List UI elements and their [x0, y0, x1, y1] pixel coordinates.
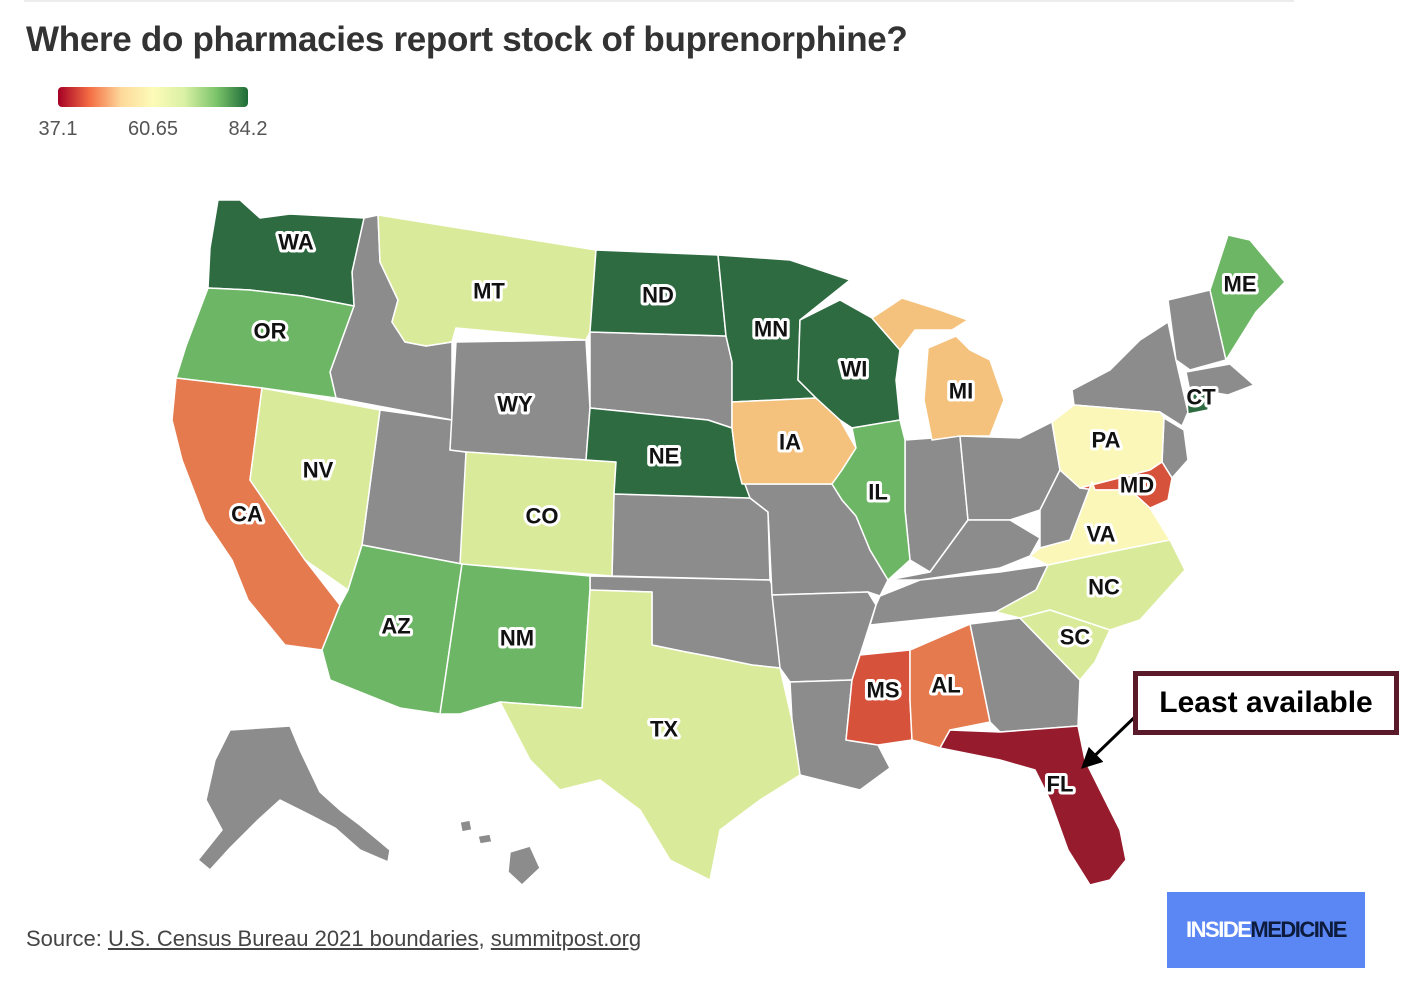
state-label-wy: WY: [497, 392, 533, 417]
logo-medicine-text: MEDICINE: [1250, 917, 1347, 942]
state-virginia[interactable]: [1029, 481, 1171, 566]
state-label-ne: NE: [649, 444, 680, 469]
state-alaska[interactable]: [197, 725, 391, 871]
state-oregon[interactable]: [175, 287, 355, 399]
least-available-callout: Least available: [1133, 671, 1399, 735]
top-divider: [24, 0, 1294, 2]
state-label-wa: WA: [278, 230, 314, 255]
state-connecticut[interactable]: [1185, 391, 1211, 415]
state-south-carolina[interactable]: [1019, 609, 1111, 681]
state-label-mi: MI: [949, 379, 973, 404]
state-label-ct: CT: [1186, 385, 1216, 410]
state-label-sc: SC: [1060, 625, 1091, 650]
logo-inside-text: INSIDE: [1186, 917, 1252, 942]
state-label-va: VA: [1087, 522, 1116, 547]
state-label-co: CO: [526, 504, 559, 529]
census-bureau-link[interactable]: U.S. Census Bureau 2021 boundaries: [107, 926, 479, 951]
legend-min-label: 37.1: [38, 118, 78, 140]
state-label-il: IL: [868, 480, 888, 505]
source-separator: ,: [478, 926, 485, 951]
state-label-wi: WI: [841, 357, 868, 382]
state-label-pa: PA: [1092, 428, 1121, 453]
summitpost-link[interactable]: summitpost.org: [490, 926, 642, 951]
state-label-ca: CA: [231, 502, 263, 527]
callout-arrow: [1080, 710, 1142, 769]
state-label-nv: NV: [303, 458, 334, 483]
state-label-nd: ND: [642, 283, 674, 308]
state-hawaii[interactable]: [459, 819, 541, 886]
state-label-tx: TX: [650, 717, 678, 742]
state-label-mt: MT: [473, 279, 505, 304]
state-label-md: MD: [1120, 473, 1154, 498]
state-label-az: AZ: [381, 614, 410, 639]
legend-mid-label: 60.65: [127, 118, 179, 140]
state-maine[interactable]: [1209, 234, 1286, 361]
state-florida[interactable]: [939, 725, 1127, 886]
inside-medicine-logo: INSIDE MEDICINE: [1167, 892, 1365, 968]
source-prefix: Source:: [26, 926, 102, 951]
state-kansas[interactable]: [611, 493, 771, 581]
state-label-nc: NC: [1088, 575, 1120, 600]
state-label-or: OR: [254, 319, 287, 344]
state-michigan[interactable]: [871, 297, 1005, 441]
state-nebraska[interactable]: [585, 407, 751, 499]
color-scale-bar: [58, 87, 248, 107]
state-label-fl: FL: [1047, 772, 1074, 797]
state-label-nm: NM: [500, 626, 534, 651]
state-texas[interactable]: [499, 589, 801, 881]
state-illinois[interactable]: [831, 419, 911, 581]
state-label-ia: IA: [779, 430, 801, 455]
state-label-ms: MS: [867, 678, 900, 703]
state-vermont-nh[interactable]: [1167, 289, 1227, 371]
chart-title: Where do pharmacies report stock of bupr…: [26, 20, 908, 59]
state-label-me: ME: [1224, 272, 1257, 297]
state-washington[interactable]: [207, 199, 365, 307]
state-label-al: AL: [931, 673, 960, 698]
state-label-mn: MN: [754, 317, 788, 342]
source-line: Source: U.S. Census Bureau 2021 boundari…: [26, 926, 641, 952]
legend-max-label: 84.2: [228, 118, 268, 140]
